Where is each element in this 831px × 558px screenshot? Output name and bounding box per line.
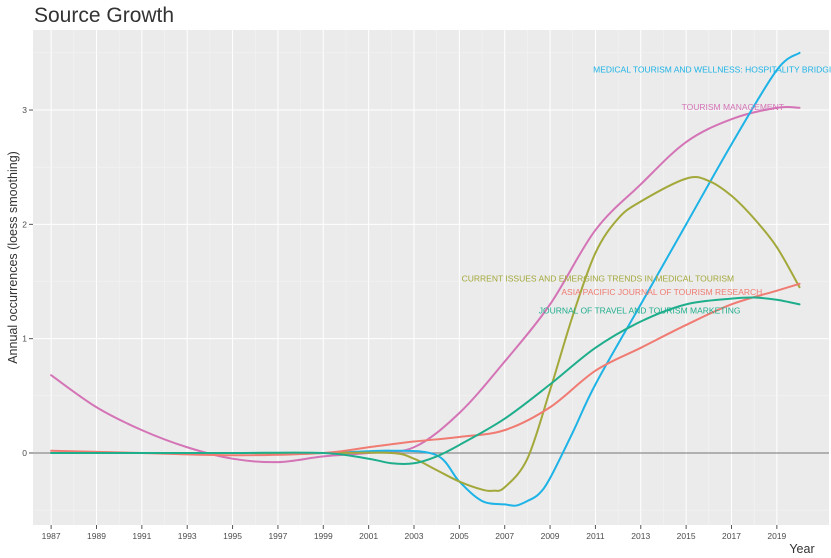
x-tick-label: 1991 [132, 531, 151, 541]
y-tick-label: 2 [22, 219, 27, 229]
x-tick-label: 2013 [631, 531, 650, 541]
x-tick-label: 1999 [314, 531, 333, 541]
x-tick-label: 1995 [223, 531, 242, 541]
x-tick-label: 2005 [450, 531, 469, 541]
x-tick-label: 2007 [495, 531, 514, 541]
y-axis-ticks: 0 1 2 3 [22, 105, 33, 458]
x-tick-label: 1993 [178, 531, 197, 541]
chart-title: Source Growth [34, 4, 175, 27]
x-tick-label: 1997 [268, 531, 287, 541]
x-tick-label: 1989 [87, 531, 106, 541]
plot-background [33, 30, 829, 525]
y-tick-label: 1 [22, 334, 27, 344]
y-tick-label: 0 [22, 448, 27, 458]
series-line-4 [50, 282, 801, 457]
x-tick-label: 1987 [42, 531, 61, 541]
y-axis-title: Annual occurrences (loess smoothing) [6, 151, 20, 364]
x-tick-label: 2011 [586, 531, 605, 541]
x-tick-label: 2019 [767, 531, 786, 541]
series-line-5 [50, 296, 801, 465]
y-tick-label: 3 [22, 105, 27, 115]
x-axis-title: Year [789, 542, 814, 556]
series-label-5: JOURNAL OF TRAVEL AND TOURISM MARKETING [539, 306, 741, 316]
series-label-4: ASIA PACIFIC JOURNAL OF TOURISM RESEARCH [561, 287, 762, 297]
x-axis-ticks: 1987 1989 1991 1993 1995 1997 1999 2001 2003 2005… [42, 525, 787, 541]
series-labels: MEDICAL TOURISM AND WELLNESS: HOSPITALIT… [462, 64, 831, 315]
series-line-1 [50, 105, 801, 464]
x-tick-label: 2015 [677, 531, 696, 541]
x-tick-label: 2009 [541, 531, 560, 541]
series-lines [50, 51, 801, 507]
x-tick-label: 2001 [359, 531, 378, 541]
series-label-1: MEDICAL TOURISM AND WELLNESS: HOSPITALIT… [593, 64, 831, 74]
series-label-2: TOURISM MANAGEMENT [682, 102, 784, 112]
x-tick-label: 2003 [405, 531, 424, 541]
series-label-3: CURRENT ISSUES AND EMERGING TRENDS IN ME… [462, 274, 735, 284]
x-tick-label: 2017 [722, 531, 741, 541]
